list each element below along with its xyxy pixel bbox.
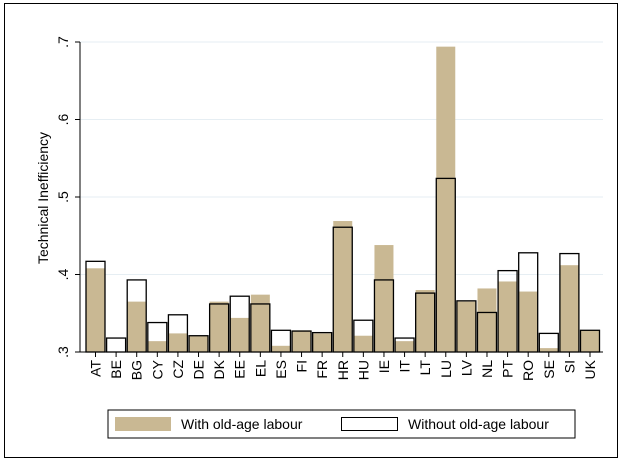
- bar-with-IT: [395, 341, 415, 352]
- bar-with-FI: [292, 330, 312, 352]
- x-tick-label: AT: [88, 360, 104, 377]
- x-tick-label: LU: [438, 360, 454, 378]
- x-tick-label: PT: [500, 360, 516, 378]
- bar-with-AT: [86, 268, 105, 352]
- x-tick-label: LT: [417, 360, 433, 376]
- x-tick-label: ES: [273, 360, 289, 379]
- bar-with-HR: [333, 221, 353, 352]
- legend-swatch-without: [341, 417, 398, 431]
- x-tick-label: CY: [149, 359, 165, 379]
- bar-with-DE: [189, 335, 209, 352]
- bar-with-NL: [477, 288, 497, 352]
- bar-with-LT: [415, 290, 435, 352]
- legend: With old-age labour Without old-age labou…: [107, 409, 576, 439]
- x-tick-label: FI: [294, 360, 310, 372]
- bar-with-EL: [250, 294, 270, 352]
- y-tick-label: .6: [55, 113, 71, 125]
- x-tick-label: BG: [129, 360, 145, 380]
- x-tick-label: HU: [355, 360, 371, 380]
- x-tick-label: IE: [376, 360, 392, 373]
- x-tick-label: SE: [541, 360, 557, 379]
- x-tick-label: BE: [108, 360, 124, 379]
- bar-with-SI: [559, 265, 579, 352]
- x-tick-label: HR: [335, 360, 351, 380]
- bar-with-IE: [374, 245, 394, 352]
- axes: .3 .4 .5 .6 .7 AT BE BG CY CZ DE DK EE EL ES FI FR HR HU IE…: [55, 36, 603, 381]
- figure-frame: [4, 3, 618, 458]
- bar-with-FR: [312, 333, 332, 352]
- bar-with-SE: [539, 348, 559, 352]
- x-tick-label: SI: [561, 360, 577, 373]
- x-tick-label: DE: [191, 360, 207, 379]
- bar-with-UK: [580, 330, 600, 352]
- bar-with-LV: [456, 301, 476, 352]
- bar-with-ES: [271, 345, 291, 352]
- series-with-old-age-labour: [86, 46, 600, 353]
- bar-with-PT: [498, 281, 518, 352]
- bar-with-HU: [353, 335, 373, 352]
- y-tick-label: .5: [55, 191, 71, 203]
- x-tick-label: UK: [582, 359, 598, 379]
- y-tick-label: .3: [55, 346, 71, 358]
- bar-with-LU: [436, 46, 456, 353]
- y-tick-label: .4: [55, 268, 71, 280]
- x-tick-label: NL: [479, 360, 495, 378]
- legend-swatch-with: [115, 417, 171, 431]
- y-axis-label: Technical Inefficiency: [35, 132, 51, 264]
- bar-with-BG: [127, 301, 147, 352]
- x-tick-label: EL: [252, 360, 268, 377]
- bar-with-CY: [147, 341, 167, 352]
- x-tick-label: LV: [458, 359, 474, 376]
- y-tick-label: .7: [55, 36, 71, 48]
- x-tick-label: CZ: [170, 360, 186, 379]
- bar-with-DK: [209, 301, 229, 352]
- bar-with-EE: [230, 317, 250, 352]
- legend-label-without: Without old-age labour: [408, 416, 549, 432]
- x-tick-label: RO: [520, 360, 536, 381]
- x-tick-label: DK: [211, 359, 227, 379]
- x-tick-label: EE: [232, 360, 248, 379]
- bar-with-CZ: [168, 333, 188, 352]
- x-tick-label: FR: [314, 360, 330, 379]
- legend-label-with: With old-age labour: [181, 416, 303, 432]
- x-tick-label: IT: [397, 360, 413, 373]
- bar-with-RO: [518, 291, 538, 352]
